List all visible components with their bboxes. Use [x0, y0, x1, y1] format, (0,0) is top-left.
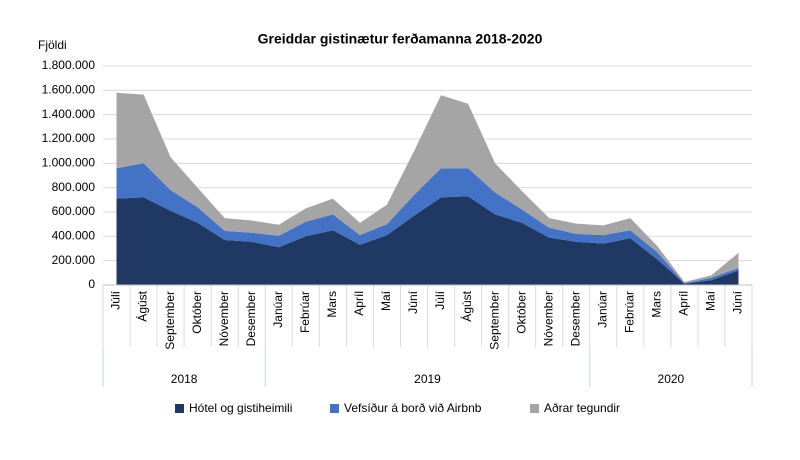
- chart-title: Greiddar gistinætur ferðamanna 2018-2020: [258, 31, 543, 47]
- area: [116, 163, 739, 284]
- x-tick-label: Ágúst: [135, 290, 150, 321]
- x-tick-label: Desember: [568, 291, 582, 346]
- x-tick-label: Febrúar: [298, 291, 312, 333]
- x-tick-label: Apríl: [677, 291, 691, 316]
- x-tick-label: Janúar: [271, 291, 285, 328]
- x-tick-label: September: [487, 291, 501, 350]
- y-tick-label: 1.200.000: [42, 131, 96, 145]
- x-tick-label: Nóvember: [541, 291, 555, 346]
- x-tick-label: Október: [190, 291, 204, 334]
- group-label: 2020: [658, 372, 685, 386]
- x-tick-label: September: [163, 291, 177, 350]
- group-label: 2018: [171, 372, 198, 386]
- x-tick-label: Nóvember: [217, 291, 231, 346]
- y-tick-label: 1.800.000: [42, 58, 96, 72]
- legend-swatch: [330, 404, 339, 413]
- legend-label: Aðrar tegundir: [544, 401, 620, 415]
- x-tick-label: Júlí: [109, 290, 123, 309]
- legend-swatch: [175, 404, 184, 413]
- x-tick-label: Febrúar: [622, 291, 636, 333]
- y-tick-label: 800.000: [52, 180, 96, 194]
- group-label: 2019: [414, 372, 441, 386]
- legend-label: Hótel og gistiheimili: [189, 401, 292, 415]
- x-tick-label: Júní: [406, 290, 420, 313]
- x-tick-label: Mars: [650, 291, 664, 318]
- x-tick-label: Ágúst: [459, 290, 474, 321]
- y-tick-label: 400.000: [52, 229, 96, 243]
- y-tick-label: 1.400.000: [42, 107, 96, 121]
- x-tick-label: Október: [514, 291, 528, 334]
- x-tick-label: Desember: [244, 291, 258, 346]
- y-tick-label: 1.000.000: [42, 156, 96, 170]
- x-tick-label: Mars: [325, 291, 339, 318]
- x-tick-label: Janúar: [595, 291, 609, 328]
- legend-label: Vefsíður á borð við Airbnb: [344, 401, 482, 415]
- y-axis-label: Fjöldi: [38, 38, 67, 52]
- area: [116, 196, 739, 285]
- x-tick-label: Maí: [379, 290, 393, 311]
- y-tick-label: 1.600.000: [42, 83, 96, 97]
- x-tick-label: Júlí: [433, 290, 447, 309]
- x-tick-label: Maí: [704, 290, 718, 311]
- y-tick-label: 0: [88, 277, 95, 291]
- y-tick-label: 200.000: [52, 253, 96, 267]
- y-tick-label: 600.000: [52, 204, 96, 218]
- x-tick-label: Apríl: [352, 291, 366, 316]
- legend-swatch: [530, 404, 539, 413]
- area: [116, 92, 739, 284]
- x-tick-label: Júní: [731, 290, 745, 313]
